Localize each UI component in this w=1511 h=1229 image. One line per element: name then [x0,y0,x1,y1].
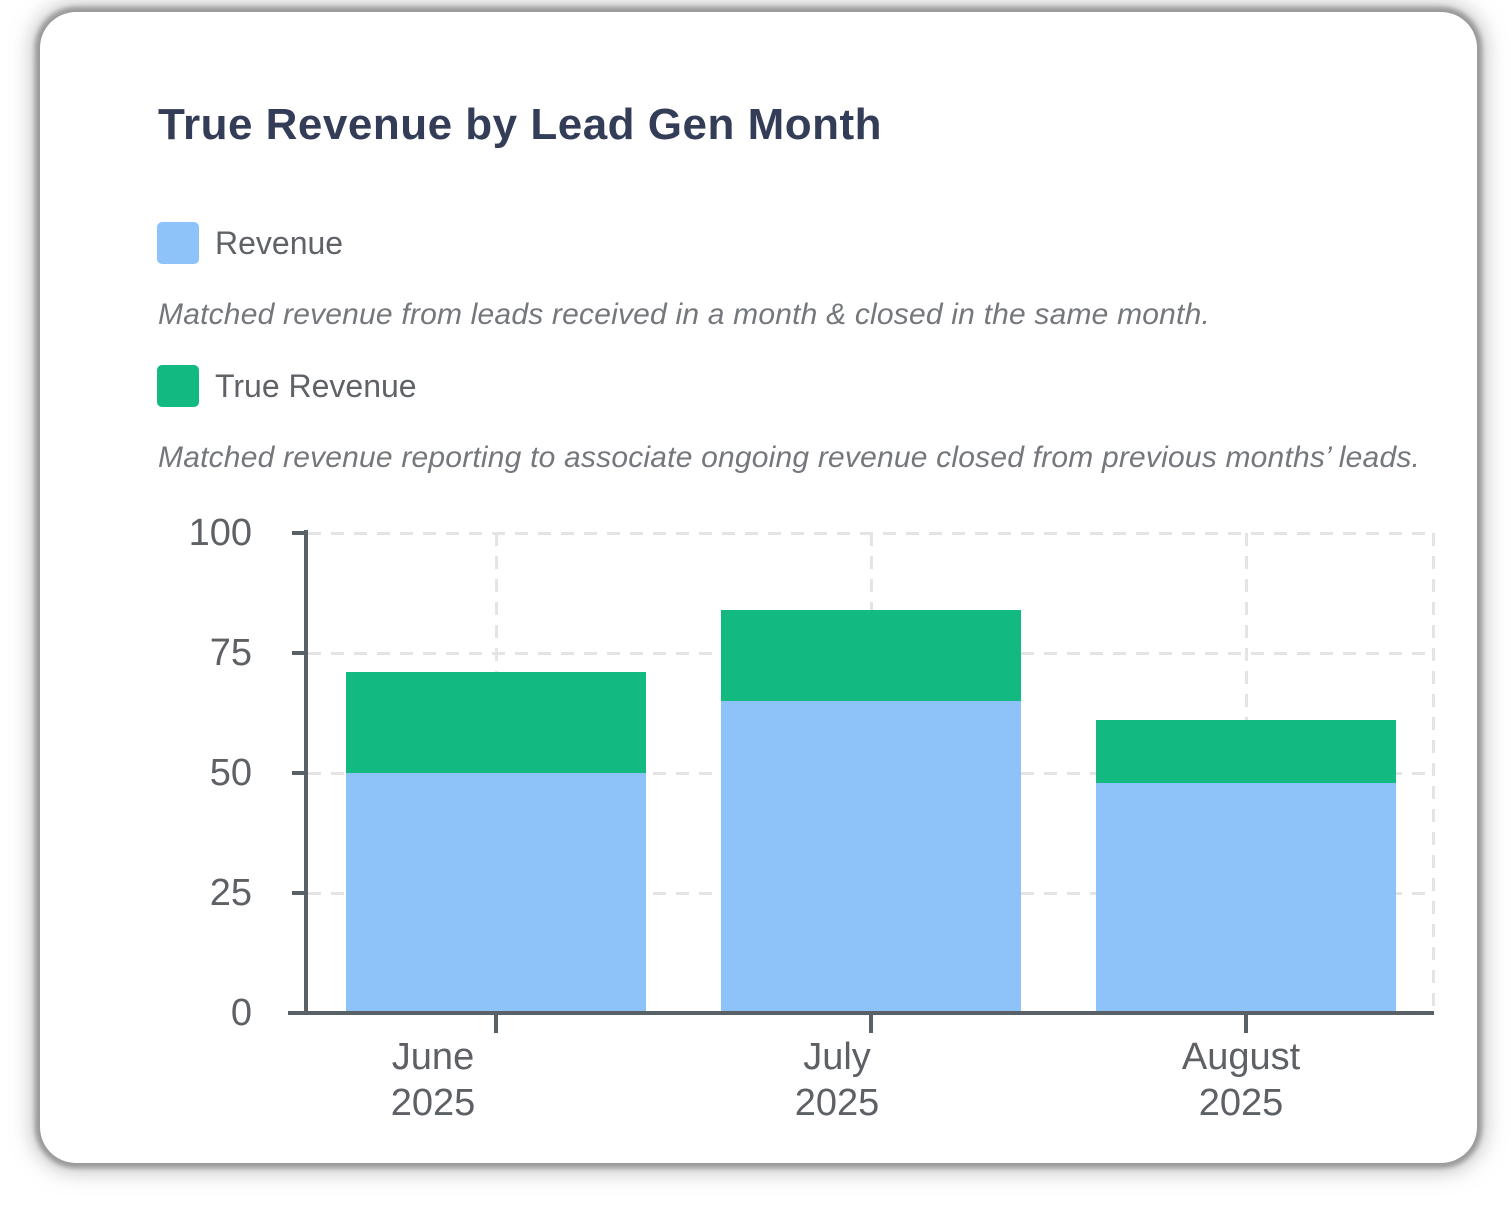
revenue-segment-july-2025[interactable] [721,701,1021,1013]
revenue-segment-june-2025[interactable] [345,773,646,1013]
legend-description-revenue: Matched revenue from leads received in a… [158,298,1211,331]
true-revenue-segment-august-2025[interactable] [1096,720,1397,783]
x-axis-label-line: 2025 [1198,1082,1284,1124]
x-axis-label-june-2025: June 2025 [231,1034,635,1126]
legend-item-revenue: Revenue [157,222,343,264]
y-axis-label-25: 25 [209,872,252,914]
x-tick-august-2025 [1244,1013,1249,1033]
bar-july-2025[interactable] [721,609,1021,1013]
y-axis-label-75: 75 [209,632,252,674]
y-tick-100 [292,531,308,535]
y-tick-25 [292,891,308,895]
true-revenue-swatch-icon [157,365,199,407]
gridline-x-right-edge [1432,533,1435,1013]
bar-june-2025[interactable] [345,672,646,1013]
y-axis-label-0: 0 [230,992,252,1034]
y-tick-75 [292,651,308,655]
y-axis-label-50: 50 [209,752,252,794]
revenue-swatch-icon [157,222,199,264]
revenue-segment-august-2025[interactable] [1096,782,1397,1013]
bar-august-2025[interactable] [1096,720,1397,1013]
x-axis-label-line: 2025 [794,1082,880,1124]
x-axis-label-line: 2025 [390,1082,476,1124]
bar-chart-plot-area [292,531,1435,1033]
legend-label-revenue: Revenue [215,224,344,261]
x-axis-labels: June 2025 July 2025 August 2025 [231,1034,1443,1126]
x-axis-label-line: June [391,1036,475,1078]
y-tick-50 [292,771,308,775]
y-axis-line [304,530,308,1015]
legend-item-true-revenue: True Revenue [157,365,417,407]
report-card: True Revenue by Lead Gen Month Revenue M… [40,12,1477,1163]
x-tick-july-2025 [869,1013,873,1033]
legend-description-true-revenue: Matched revenue reporting to associate o… [158,441,1421,474]
x-axis-label-july-2025: July 2025 [635,1034,1039,1126]
chart-title: True Revenue by Lead Gen Month [158,100,883,149]
x-axis-line [288,1011,1434,1015]
x-tick-june-2025 [493,1013,498,1033]
true-revenue-segment-june-2025[interactable] [345,672,646,773]
x-axis-label-august-2025: August 2025 [1039,1034,1443,1126]
y-axis-label-100: 100 [188,512,252,554]
x-axis-label-line: August [1181,1036,1301,1078]
x-axis-label-line: July [803,1036,871,1078]
legend-label-true-revenue: True Revenue [215,367,417,404]
true-revenue-segment-july-2025[interactable] [721,609,1021,701]
